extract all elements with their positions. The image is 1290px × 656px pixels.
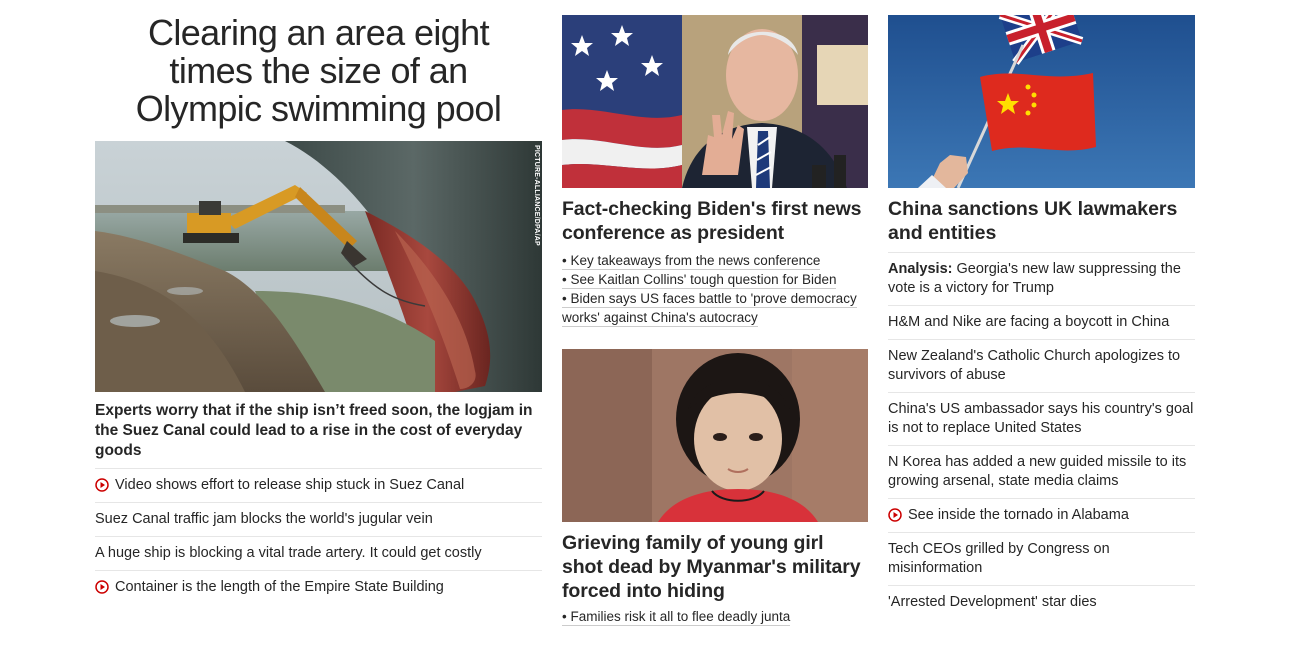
related-links: Video shows effort to release ship stuck… [95,469,542,604]
related-link-jugular-vein[interactable]: Suez Canal traffic jam blocks the world'… [95,503,542,537]
lead-subheadline[interactable]: Experts worry that if the ship isn’t fre… [95,401,542,469]
bullet-link-flee-junta[interactable]: • Families risk it all to flee deadly ju… [562,607,868,626]
play-icon [888,508,902,522]
headline-label: Tech CEOs grilled by Congress on misinfo… [888,541,1110,576]
analysis-label: Analysis: [888,261,953,277]
biden-press-conference-image[interactable] [562,15,868,188]
middle-column: Fact-checking Biden's first news confere… [562,0,868,626]
bullet-link-label: • Biden says US faces battle to 'prove d… [562,291,857,327]
headline-label: 'Arrested Development' star dies [888,594,1097,610]
myanmar-story-headline[interactable]: Grieving family of young girl shot dead … [562,532,861,602]
bullet-link-label: • Key takeaways from the news conference [562,253,821,270]
headline-hm-nike[interactable]: H&M and Nike are facing a boycott in Chi… [888,306,1195,340]
lead-story-column: Clearing an area eight times the size of… [95,0,542,604]
bullet-link-takeaways[interactable]: • Key takeaways from the news conference [562,251,868,270]
china-flag-image[interactable] [888,15,1195,188]
related-link-label: Video shows effort to release ship stuck… [115,477,465,493]
headline-label: See inside the tornado in Alabama [908,507,1129,523]
play-icon [95,580,109,594]
right-column: China sanctions UK lawmakers and entitie… [888,0,1195,619]
biden-related-links: • Key takeaways from the news conference… [562,251,868,327]
myanmar-related-links: • Families risk it all to flee deadly ju… [562,607,868,626]
headline-nz-church[interactable]: New Zealand's Catholic Church apologizes… [888,340,1195,393]
bullet-link-label: • See Kaitlan Collins' tough question fo… [562,272,837,289]
ship-excavator-image[interactable]: PICTURE-ALLIANCE/DPA/AP [95,141,542,392]
headline-label: Georgia's new law suppressing the vote i… [888,261,1181,296]
photo-credit: PICTURE-ALLIANCE/DPA/AP [533,145,540,246]
headline-alabama-tornado[interactable]: See inside the tornado in Alabama [888,499,1195,533]
related-link-label: A huge ship is blocking a vital trade ar… [95,545,482,561]
play-icon [95,478,109,492]
myanmar-girl-image[interactable] [562,349,868,522]
related-link-label: Container is the length of the Empire St… [115,579,444,595]
related-link-empire-state[interactable]: Container is the length of the Empire St… [95,571,542,604]
headline-label: N Korea has added a new guided missile t… [888,454,1187,489]
headline-label: H&M and Nike are facing a boycott in Chi… [888,314,1170,330]
related-link-trade-artery[interactable]: A huge ship is blocking a vital trade ar… [95,537,542,571]
china-sanctions-headline[interactable]: China sanctions UK lawmakers and entitie… [888,197,1195,253]
right-headline-list: Analysis: Georgia's new law suppressing t… [888,253,1195,619]
related-link-video-ship[interactable]: Video shows effort to release ship stuck… [95,469,542,503]
lead-headline[interactable]: Clearing an area eight times the size of… [135,12,502,129]
related-link-label: Suez Canal traffic jam blocks the world'… [95,511,433,527]
biden-story-headline[interactable]: Fact-checking Biden's first news confere… [562,198,862,244]
headline-tech-ceos[interactable]: Tech CEOs grilled by Congress on misinfo… [888,533,1195,586]
headline-china-ambassador[interactable]: China's US ambassador says his country's… [888,393,1195,446]
headline-georgia-analysis[interactable]: Analysis: Georgia's new law suppressing t… [888,253,1195,306]
headline-arrested-development[interactable]: 'Arrested Development' star dies [888,586,1195,619]
bullet-link-label: • Families risk it all to flee deadly ju… [562,609,791,626]
headline-north-korea-missile[interactable]: N Korea has added a new guided missile t… [888,446,1195,499]
headline-label: China's US ambassador says his country's… [888,401,1194,436]
bullet-link-kaitlan-collins[interactable]: • See Kaitlan Collins' tough question fo… [562,270,868,289]
bullet-link-democracy[interactable]: • Biden says US faces battle to 'prove d… [562,289,868,327]
headline-label: New Zealand's Catholic Church apologizes… [888,348,1181,383]
